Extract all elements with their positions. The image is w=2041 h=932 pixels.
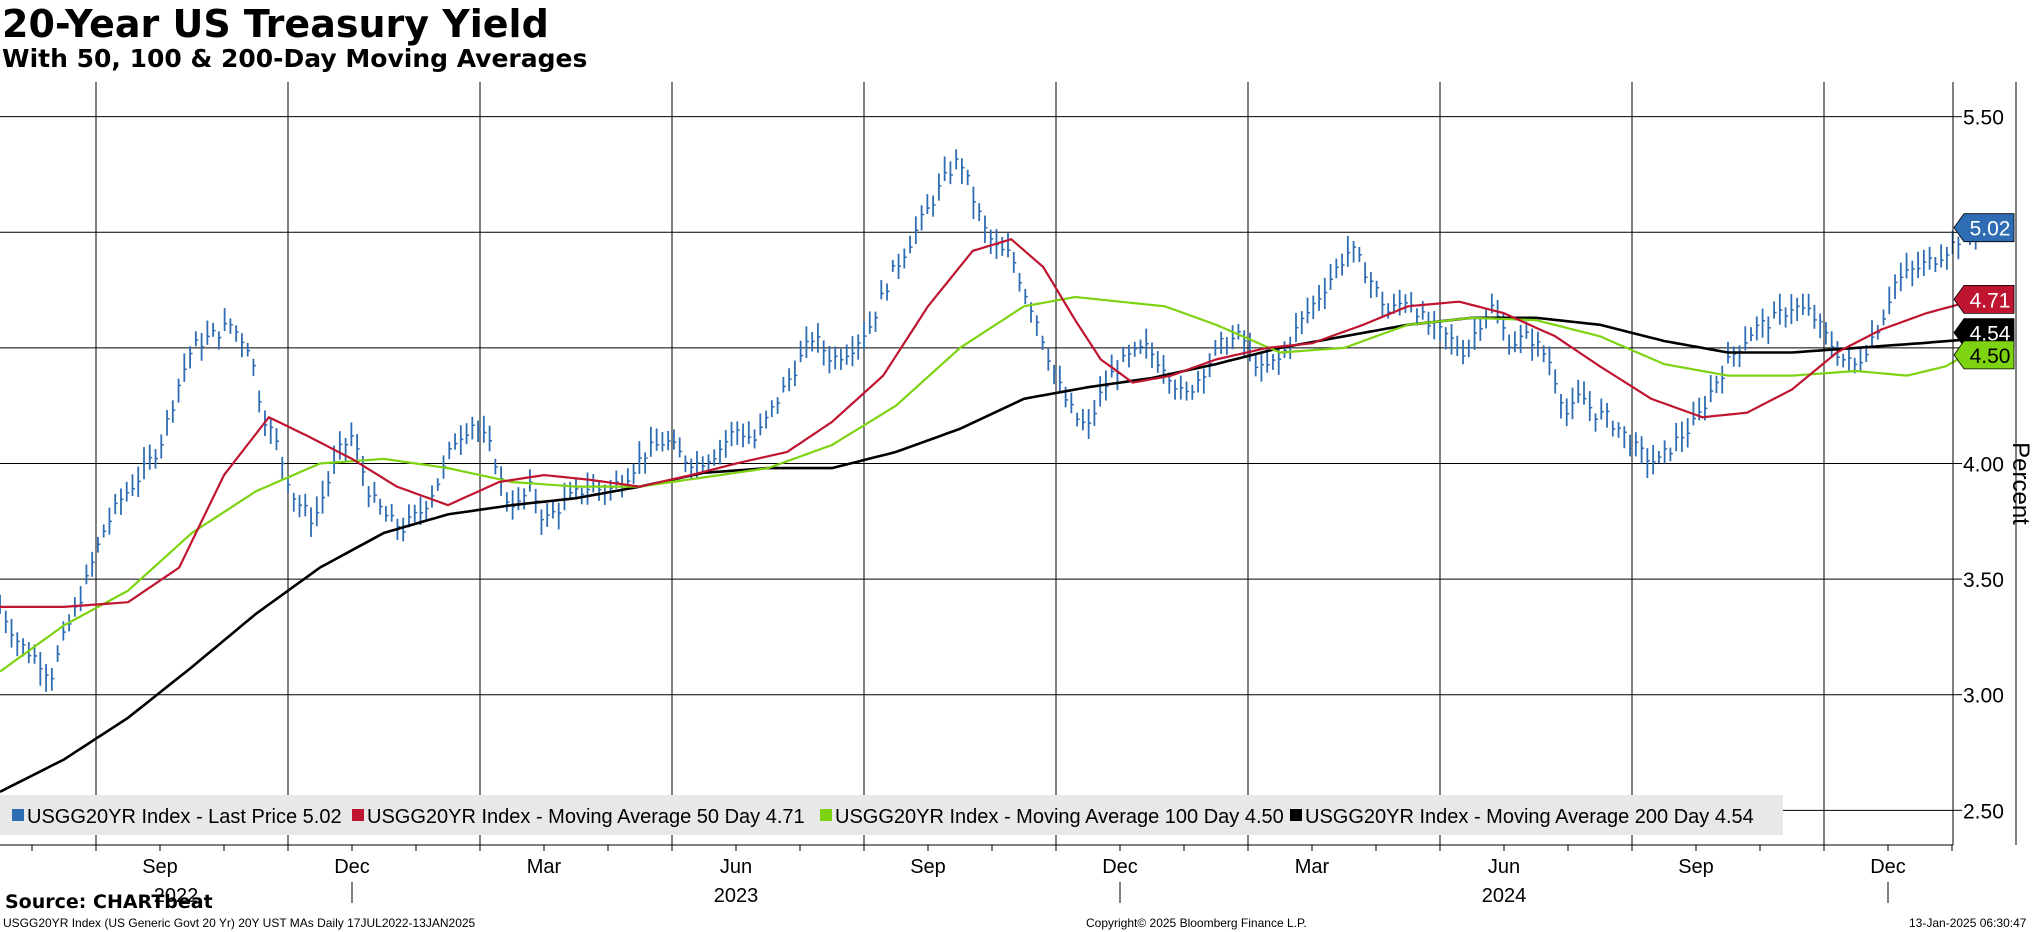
gridlines — [0, 82, 2017, 845]
x-month-label: Sep — [910, 856, 946, 878]
y-tick-label: 3.00 — [1963, 685, 2004, 708]
legend-label: USGG20YR Index - Moving Average 50 Day 4… — [367, 806, 805, 828]
y-tick-label: 2.50 — [1963, 800, 2004, 823]
ma-line-200 — [0, 316, 1978, 793]
chart-subtitle: With 50, 100 & 200-Day Moving Averages — [2, 44, 588, 73]
x-month-label: Jun — [720, 856, 752, 878]
x-month-label: Jun — [1488, 856, 1520, 878]
value-tag: 4.50 — [1953, 340, 2015, 370]
footer-description: USGG20YR Index (US Generic Govt 20 Yr) 2… — [3, 916, 476, 930]
value-tag-text: 4.71 — [1970, 289, 2011, 312]
legend-swatch — [352, 809, 364, 821]
y-tick-label: 5.50 — [1963, 107, 2004, 130]
value-tags: 5.02 4.71 4.544.50 — [1953, 213, 2015, 370]
x-year-label: 2022 — [154, 885, 199, 907]
footer-copyright: Copyright© 2025 Bloomberg Finance L.P. — [1086, 916, 1307, 930]
value-tag: 4.54 — [1953, 318, 2015, 348]
value-tag-text: 5.02 — [1970, 218, 2011, 241]
legend-label: USGG20YR Index - Last Price 5.02 — [27, 806, 342, 828]
legend-swatch — [820, 809, 832, 821]
x-month-label: Sep — [142, 856, 178, 878]
value-tag-box — [1953, 284, 2015, 314]
legend-label: USGG20YR Index - Moving Average 100 Day … — [835, 806, 1284, 828]
x-year-label: 2023 — [714, 885, 759, 907]
x-month-label: Mar — [527, 856, 562, 878]
legend-label: USGG20YR Index - Moving Average 200 Day … — [1305, 806, 1754, 828]
x-month-label: Dec — [1102, 856, 1138, 878]
x-month-label: Dec — [334, 856, 370, 878]
moving-average-series — [0, 238, 1979, 793]
axes: 2.503.003.504.004.505.005.50SepDecMarJun… — [0, 82, 2034, 907]
x-month-label: Mar — [1295, 856, 1330, 878]
footer-timestamp: 13-Jan-2025 06:30:47 — [1909, 916, 2027, 930]
value-tag: 5.02 — [1953, 213, 2015, 243]
value-tag: 4.71 — [1953, 284, 2015, 314]
x-year-label: 2024 — [1482, 885, 1527, 907]
ma-line-100 — [0, 295, 1979, 673]
ma-line-50 — [0, 238, 1978, 609]
y-axis-label: Percent — [2007, 442, 2034, 525]
y-tick-label: 4.00 — [1963, 454, 2004, 477]
price-series — [0, 149, 1979, 692]
value-tag-text: 4.54 — [1970, 323, 2011, 346]
y-tick-label: 3.50 — [1963, 569, 2004, 592]
x-month-label: Dec — [1870, 856, 1906, 878]
legend-swatch — [12, 809, 24, 821]
legend-swatch — [1290, 809, 1302, 821]
value-tag-text: 4.50 — [1970, 345, 2011, 368]
value-tag-box — [1953, 213, 2015, 243]
x-month-label: Sep — [1678, 856, 1714, 878]
chart-title: 20-Year US Treasury Yield — [2, 2, 549, 46]
value-tag-box — [1953, 340, 2015, 370]
legend: USGG20YR Index - Last Price 5.02 USGG20YR… — [0, 795, 1783, 835]
footer-source: Source: CHARTbeat — [5, 891, 213, 913]
legend-background — [0, 795, 1783, 835]
